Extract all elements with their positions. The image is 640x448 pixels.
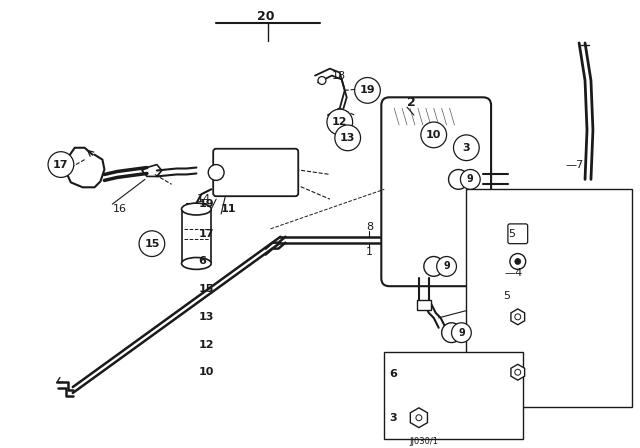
Circle shape (515, 258, 521, 264)
Text: 6: 6 (198, 256, 206, 267)
Circle shape (355, 78, 380, 103)
FancyBboxPatch shape (508, 224, 527, 244)
Text: 19: 19 (198, 199, 214, 209)
Circle shape (208, 164, 224, 181)
Bar (384, 353, 523, 439)
Circle shape (139, 231, 164, 257)
Circle shape (318, 77, 326, 85)
Circle shape (449, 169, 468, 190)
Text: 18: 18 (332, 70, 346, 81)
Text: JJ030/1: JJ030/1 (410, 437, 438, 446)
Circle shape (335, 125, 360, 151)
Text: 10: 10 (198, 367, 214, 377)
Circle shape (454, 135, 479, 160)
Text: 13: 13 (198, 312, 214, 322)
Text: 8: 8 (366, 222, 373, 232)
Text: 12: 12 (332, 117, 348, 127)
Text: 5: 5 (503, 291, 510, 301)
Text: 9: 9 (444, 262, 450, 271)
Text: 6: 6 (389, 369, 397, 379)
Text: 19: 19 (360, 86, 375, 95)
Circle shape (421, 122, 447, 148)
Text: 11: 11 (221, 204, 237, 214)
Text: 13: 13 (340, 133, 355, 143)
FancyBboxPatch shape (381, 97, 491, 286)
Circle shape (442, 323, 461, 343)
Ellipse shape (182, 258, 211, 269)
Text: 20: 20 (257, 10, 275, 23)
Bar (467, 190, 632, 407)
Circle shape (424, 257, 444, 276)
Circle shape (327, 109, 353, 135)
Circle shape (48, 152, 74, 177)
Circle shape (510, 254, 525, 269)
Text: 15: 15 (144, 239, 159, 249)
Circle shape (436, 257, 456, 276)
Circle shape (452, 323, 471, 343)
Text: 15: 15 (198, 284, 214, 294)
FancyBboxPatch shape (213, 149, 298, 196)
Text: —4: —4 (505, 268, 523, 278)
Text: 9: 9 (458, 327, 465, 338)
Text: 16: 16 (113, 204, 126, 214)
Text: 17: 17 (53, 159, 68, 169)
Text: 9: 9 (467, 174, 474, 185)
Text: —7: —7 (565, 159, 584, 169)
Text: 5: 5 (508, 229, 515, 239)
Text: 1: 1 (366, 246, 373, 257)
Text: 2: 2 (407, 96, 416, 109)
Text: 3: 3 (463, 143, 470, 153)
Ellipse shape (182, 203, 211, 215)
Bar (417, 300, 431, 310)
Text: 14: 14 (196, 194, 211, 204)
Text: 17: 17 (198, 229, 214, 239)
Text: 3: 3 (389, 413, 397, 423)
Circle shape (460, 169, 480, 190)
Text: 12: 12 (198, 340, 214, 349)
Text: 10: 10 (426, 130, 442, 140)
